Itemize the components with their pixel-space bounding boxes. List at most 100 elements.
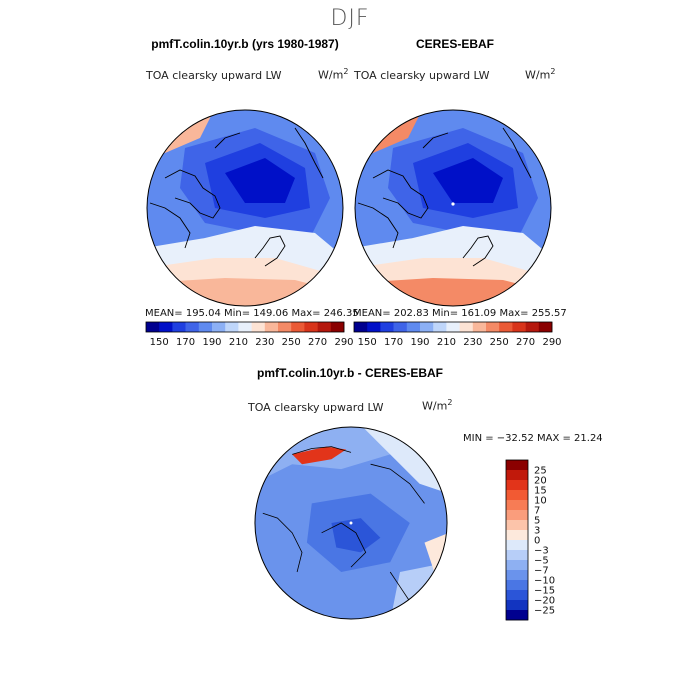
variable-label-diff: TOA clearsky upward LW	[248, 401, 384, 414]
colorbar-tick-label: 25	[534, 466, 547, 477]
colorbar-model: 150 170 190 210 230 250 270 290	[145, 321, 354, 348]
colorbar-tick-label: 170	[176, 337, 195, 348]
field-region	[147, 188, 205, 243]
colorbar-tick-label: −5	[534, 556, 549, 567]
colorbar-swatch	[406, 322, 421, 332]
colorbar-tick-label: 270	[308, 337, 327, 348]
colorbar-swatch	[506, 590, 528, 601]
coastline	[370, 463, 425, 504]
variable-label-obs: TOA clearsky upward LW	[354, 69, 490, 82]
colorbar-canvas-model: 150 170 190 210 230 250 270 290	[145, 321, 354, 348]
colorbar-swatch	[367, 322, 381, 332]
field-region	[355, 110, 393, 138]
colorbar-swatch	[506, 610, 528, 621]
colorbar-swatch	[506, 580, 528, 591]
polar-map-model	[145, 108, 345, 308]
units-label-diff: W/m2	[422, 398, 453, 413]
panel-title-model: pmfT.colin.10yr.b (yrs 1980-1987)	[151, 37, 339, 51]
coastline	[389, 571, 411, 602]
coastline	[254, 235, 286, 267]
field-region	[331, 518, 381, 553]
polar-map-diff	[253, 425, 449, 621]
field-region	[292, 446, 347, 465]
units-label-obs: W/m2	[525, 67, 556, 82]
colorbar-swatch	[278, 322, 292, 332]
colorbar-swatch	[506, 570, 528, 581]
colorbar-swatch	[420, 322, 434, 332]
coastline	[164, 169, 221, 219]
colorbar-tick-label: 190	[202, 337, 221, 348]
colorbar-swatch	[506, 550, 528, 561]
coastline	[502, 127, 532, 179]
colorbar-tick-label: 210	[437, 337, 456, 348]
colorbar-swatch	[512, 322, 526, 332]
colorbar-tick-label: 7	[534, 506, 540, 517]
colorbar-tick-label: −7	[534, 566, 549, 577]
map-canvas-obs	[354, 109, 552, 307]
map-canvas-model	[146, 109, 344, 307]
colorbar-swatch	[330, 322, 345, 332]
colorbar-tick-label: −20	[534, 596, 555, 607]
colorbar-swatch	[393, 322, 408, 332]
colorbar-swatch	[506, 490, 528, 501]
map-canvas-diff	[254, 426, 448, 620]
colorbar-tick-label: −25	[534, 606, 555, 617]
coastline	[372, 169, 429, 219]
colorbar-swatch	[525, 322, 540, 332]
colorbar-diff: 25 20 15 10 7 5 3 0 −3 −5 −7 −10 −15 −20 −25	[505, 458, 566, 624]
colorbar-swatch	[472, 322, 487, 332]
stats-model: MEAN= 195.04 Min= 149.06 Max= 246.35	[145, 308, 359, 319]
colorbar-tick-label: 150	[358, 337, 377, 348]
colorbar-tick-label: 230	[463, 337, 482, 348]
colorbar-tick-label: 270	[516, 337, 535, 348]
coastline	[321, 522, 367, 568]
map-field	[254, 426, 448, 620]
map-field	[147, 110, 343, 306]
colorbar-swatch	[506, 480, 528, 491]
colorbar-swatch	[159, 322, 173, 332]
colorbar-swatch	[506, 560, 528, 571]
colorbar-swatch	[354, 322, 368, 332]
colorbar-tick-label: 290	[542, 337, 561, 348]
colorbar-frame	[353, 321, 553, 333]
coastline	[357, 202, 399, 249]
coastline	[462, 235, 494, 267]
colorbar-swatch	[380, 322, 394, 332]
pole-marker	[451, 202, 455, 206]
colorbar-swatch	[486, 322, 500, 332]
colorbar-tick-label: −10	[534, 576, 555, 587]
coastline	[149, 202, 191, 249]
colorbar-swatch	[506, 470, 528, 481]
field-region	[147, 278, 343, 306]
colorbar-tick-label: 190	[410, 337, 429, 348]
colorbar-swatch	[238, 322, 252, 332]
colorbar-swatch	[506, 530, 528, 541]
colorbar-tick-label: 0	[534, 536, 540, 547]
coastline	[294, 127, 324, 179]
colorbar-swatch	[198, 322, 213, 332]
colorbar-tick-label: 15	[534, 486, 547, 497]
colorbar-obs: 150 170 190 210 230 250 270 290	[353, 321, 562, 348]
units-label-model: W/m2	[318, 67, 349, 82]
colorbar-frame	[505, 459, 529, 621]
colorbar-swatch	[506, 500, 528, 511]
field-region	[433, 158, 503, 203]
colorbar-swatch	[212, 322, 226, 332]
colorbar-swatch	[172, 322, 186, 332]
stats-diff: MIN = −32.52 MAX = 21.24	[463, 433, 603, 444]
map-border	[354, 109, 552, 307]
variable-label-model: TOA clearsky upward LW	[146, 69, 282, 82]
coastline	[214, 132, 241, 149]
colorbar-tick-label: 170	[384, 337, 403, 348]
map-border	[146, 109, 344, 307]
colorbar-swatch	[506, 460, 528, 471]
figure-title: DJF	[330, 6, 370, 31]
coastline	[292, 446, 352, 455]
field-region	[355, 278, 551, 306]
colorbar-tick-label: 250	[282, 337, 301, 348]
colorbar-swatch	[291, 322, 305, 332]
colorbar-swatch	[446, 322, 460, 332]
polar-map-obs	[353, 108, 553, 308]
coastline	[422, 132, 449, 149]
